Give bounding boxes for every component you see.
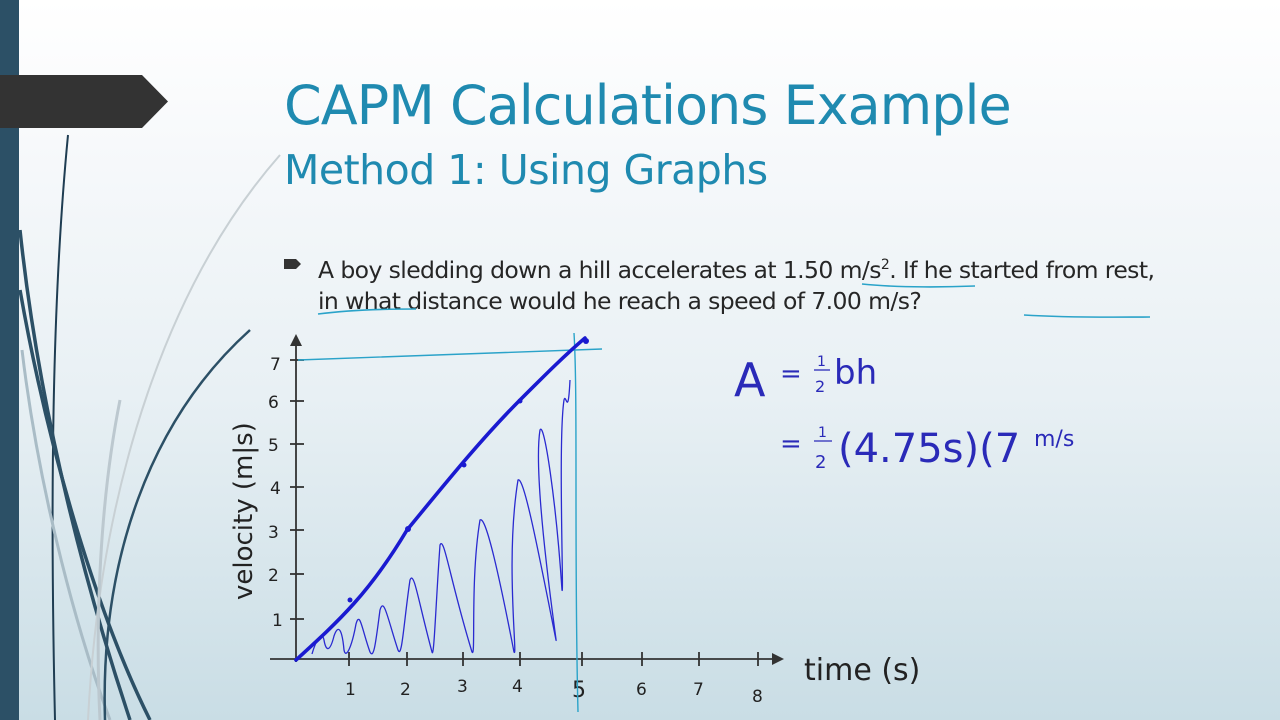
title-arrow-banner [0, 75, 168, 128]
svg-text:=: = [780, 429, 802, 459]
slide-title: CAPM Calculations Example [284, 74, 1012, 137]
svg-text:1: 1 [272, 611, 283, 631]
svg-text:1: 1 [345, 680, 356, 700]
svg-text:6: 6 [268, 393, 279, 413]
svg-text:2: 2 [268, 566, 279, 586]
svg-text:2: 2 [815, 452, 826, 473]
y-axis-label: velocity (m|s) [229, 422, 259, 600]
svg-text:6: 6 [636, 680, 647, 700]
x-axis-label: time (s) [804, 653, 920, 688]
svg-text:1: 1 [817, 354, 826, 370]
svg-text:1: 1 [818, 425, 827, 441]
tick-labels: 7 6 5 4 3 2 1 1 2 3 4 5 6 7 8 [268, 355, 763, 707]
svg-text:5: 5 [268, 436, 279, 456]
svg-text:4: 4 [270, 479, 281, 499]
area-shading [311, 379, 571, 655]
slide-subtitle: Method 1: Using Graphs [284, 146, 768, 194]
velocity-line [294, 336, 587, 662]
svg-text:8: 8 [752, 687, 763, 707]
svg-text:3: 3 [268, 523, 279, 543]
svg-text:3: 3 [457, 677, 468, 697]
graph-axes [270, 334, 784, 666]
accel-value: 1.50 m/s [782, 255, 882, 284]
svg-text:4: 4 [512, 677, 523, 697]
svg-text:7: 7 [270, 355, 281, 375]
svg-text:(4.75s)(7: (4.75s)(7 [838, 426, 1020, 472]
svg-text:bh: bh [834, 353, 877, 393]
area-formula: A = 1 2 bh = 1 2 (4.75s)(7 m/s [734, 353, 1074, 473]
svg-text:A: A [734, 353, 766, 407]
svg-text:2: 2 [815, 377, 825, 396]
bullet-text: A boy sledding down a hill accelerates a… [318, 255, 1155, 315]
arrow-bullet-icon [284, 259, 301, 269]
svg-text:m/s: m/s [1034, 427, 1074, 452]
svg-text:2: 2 [400, 680, 411, 700]
from-rest-phrase: from rest [1045, 255, 1148, 284]
speed-value: 7.00 m/s? [811, 286, 922, 315]
svg-text:7: 7 [693, 680, 704, 700]
left-sidebar-bar [0, 0, 19, 720]
svg-text:5: 5 [572, 678, 586, 703]
svg-text:=: = [780, 359, 802, 389]
